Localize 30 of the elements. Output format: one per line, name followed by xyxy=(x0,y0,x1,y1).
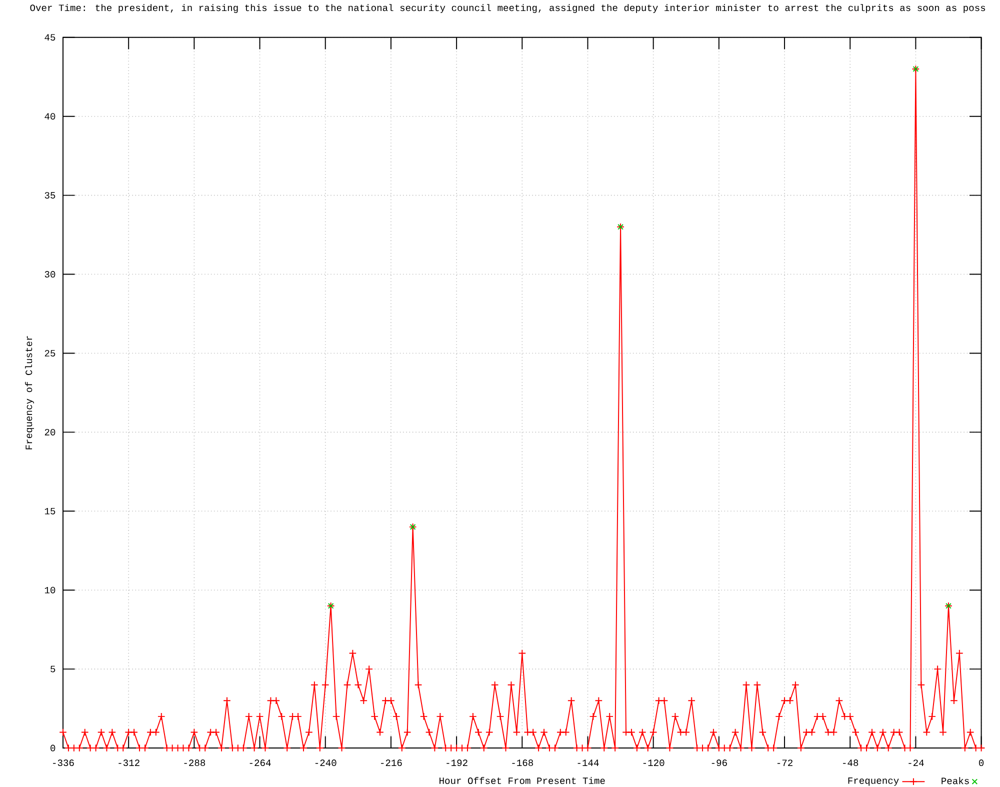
x-tick-label: -144 xyxy=(578,759,599,766)
y-tick-label: 5 xyxy=(50,666,56,672)
y-tick-label: 15 xyxy=(44,508,56,514)
y-tick-label: 45 xyxy=(44,34,56,40)
y-tick-label: 40 xyxy=(44,112,56,120)
x-tick-label: -288 xyxy=(184,759,206,766)
y-tick-label: 25 xyxy=(44,350,56,356)
x-axis-title: Hour Offset From Present Time xyxy=(440,776,605,784)
x-tick-label: -312 xyxy=(118,759,140,766)
y-tick-label: 20 xyxy=(44,428,56,436)
x-tick-label: -168 xyxy=(512,759,533,766)
x-tick-label: -96 xyxy=(712,759,727,766)
y-tick-label: 10 xyxy=(44,586,56,594)
x-tick-label: 0 xyxy=(979,759,984,766)
legend-label: Peaks xyxy=(942,776,969,784)
x-tick-label: -240 xyxy=(315,759,336,766)
y-tick-label: 30 xyxy=(44,270,56,278)
x-tick-label: -48 xyxy=(843,759,858,766)
y-axis-title: Frequency of Cluster xyxy=(25,336,34,450)
x-tick-label: -336 xyxy=(53,759,74,766)
y-tick-label: 35 xyxy=(44,192,56,198)
x-tick-label: -264 xyxy=(250,759,271,766)
x-tick-label: -192 xyxy=(446,759,468,766)
x-tick-label: -72 xyxy=(777,759,792,766)
y-tick-label: 0 xyxy=(50,744,56,752)
x-tick-label: -216 xyxy=(381,759,402,766)
chart-title: Over Time: the president, in raising this issue to the national security council meeting, assigned the deputy interior minister to arrest the culprits as soon as poss xyxy=(30,4,986,13)
x-tick-label: -24 xyxy=(908,759,924,766)
legend-label: Frequency xyxy=(848,777,899,786)
x-tick-label: -120 xyxy=(643,759,664,766)
